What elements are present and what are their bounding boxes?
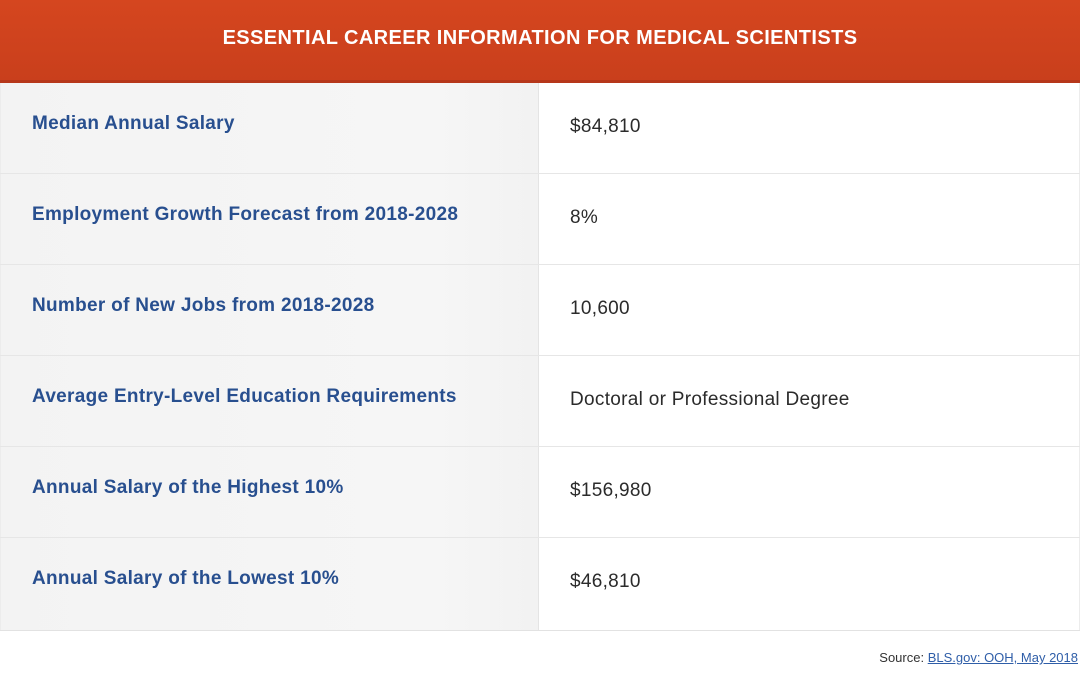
education-requirements-label: Average Entry-Level Education Requiremen… xyxy=(32,386,457,407)
source-citation: Source: BLS.gov: OOH, May 2018 xyxy=(879,650,1078,665)
education-requirements-value: Doctoral or Professional Degree xyxy=(570,389,850,410)
table-title: ESSENTIAL CAREER INFORMATION FOR MEDICAL… xyxy=(222,27,858,49)
row-label-cell: Number of New Jobs from 2018-2028 xyxy=(0,265,539,355)
lowest-10-salary-label: Annual Salary of the Lowest 10% xyxy=(32,568,340,589)
table-header: ESSENTIAL CAREER INFORMATION FOR MEDICAL… xyxy=(0,0,1080,83)
row-label-cell: Annual Salary of the Highest 10% xyxy=(0,447,539,537)
lowest-10-salary-value: $46,810 xyxy=(570,571,641,592)
row-value-cell: $156,980 xyxy=(539,447,1080,537)
table-row: Median Annual Salary $84,810 xyxy=(0,83,1080,174)
table-row: Annual Salary of the Lowest 10% $46,810 xyxy=(0,538,1080,631)
career-info-table-card: ESSENTIAL CAREER INFORMATION FOR MEDICAL… xyxy=(0,0,1080,631)
row-value-cell: $46,810 xyxy=(539,538,1080,630)
highest-10-salary-value: $156,980 xyxy=(570,480,652,501)
row-label-cell: Average Entry-Level Education Requiremen… xyxy=(0,356,539,446)
table-row: Employment Growth Forecast from 2018-202… xyxy=(0,174,1080,265)
row-label-cell: Annual Salary of the Lowest 10% xyxy=(0,538,539,630)
table-row: Number of New Jobs from 2018-2028 10,600 xyxy=(0,265,1080,356)
employment-growth-label: Employment Growth Forecast from 2018-202… xyxy=(32,204,459,225)
median-annual-salary-label: Median Annual Salary xyxy=(32,113,235,134)
row-value-cell: 8% xyxy=(539,174,1080,264)
career-info-table: Median Annual Salary $84,810 Employment … xyxy=(0,83,1080,631)
source-link[interactable]: BLS.gov: OOH, May 2018 xyxy=(927,650,1078,665)
table-row: Average Entry-Level Education Requiremen… xyxy=(0,356,1080,447)
row-label-cell: Median Annual Salary xyxy=(0,83,539,173)
highest-10-salary-label: Annual Salary of the Highest 10% xyxy=(32,477,344,498)
source-prefix: Source: xyxy=(879,650,928,665)
new-jobs-value: 10,600 xyxy=(570,298,630,319)
row-value-cell: 10,600 xyxy=(539,265,1080,355)
row-label-cell: Employment Growth Forecast from 2018-202… xyxy=(0,174,539,264)
row-value-cell: Doctoral or Professional Degree xyxy=(539,356,1080,446)
new-jobs-label: Number of New Jobs from 2018-2028 xyxy=(32,295,375,316)
table-row: Annual Salary of the Highest 10% $156,98… xyxy=(0,447,1080,538)
employment-growth-value: 8% xyxy=(570,207,599,228)
row-value-cell: $84,810 xyxy=(539,83,1080,173)
median-annual-salary-value: $84,810 xyxy=(570,116,641,137)
